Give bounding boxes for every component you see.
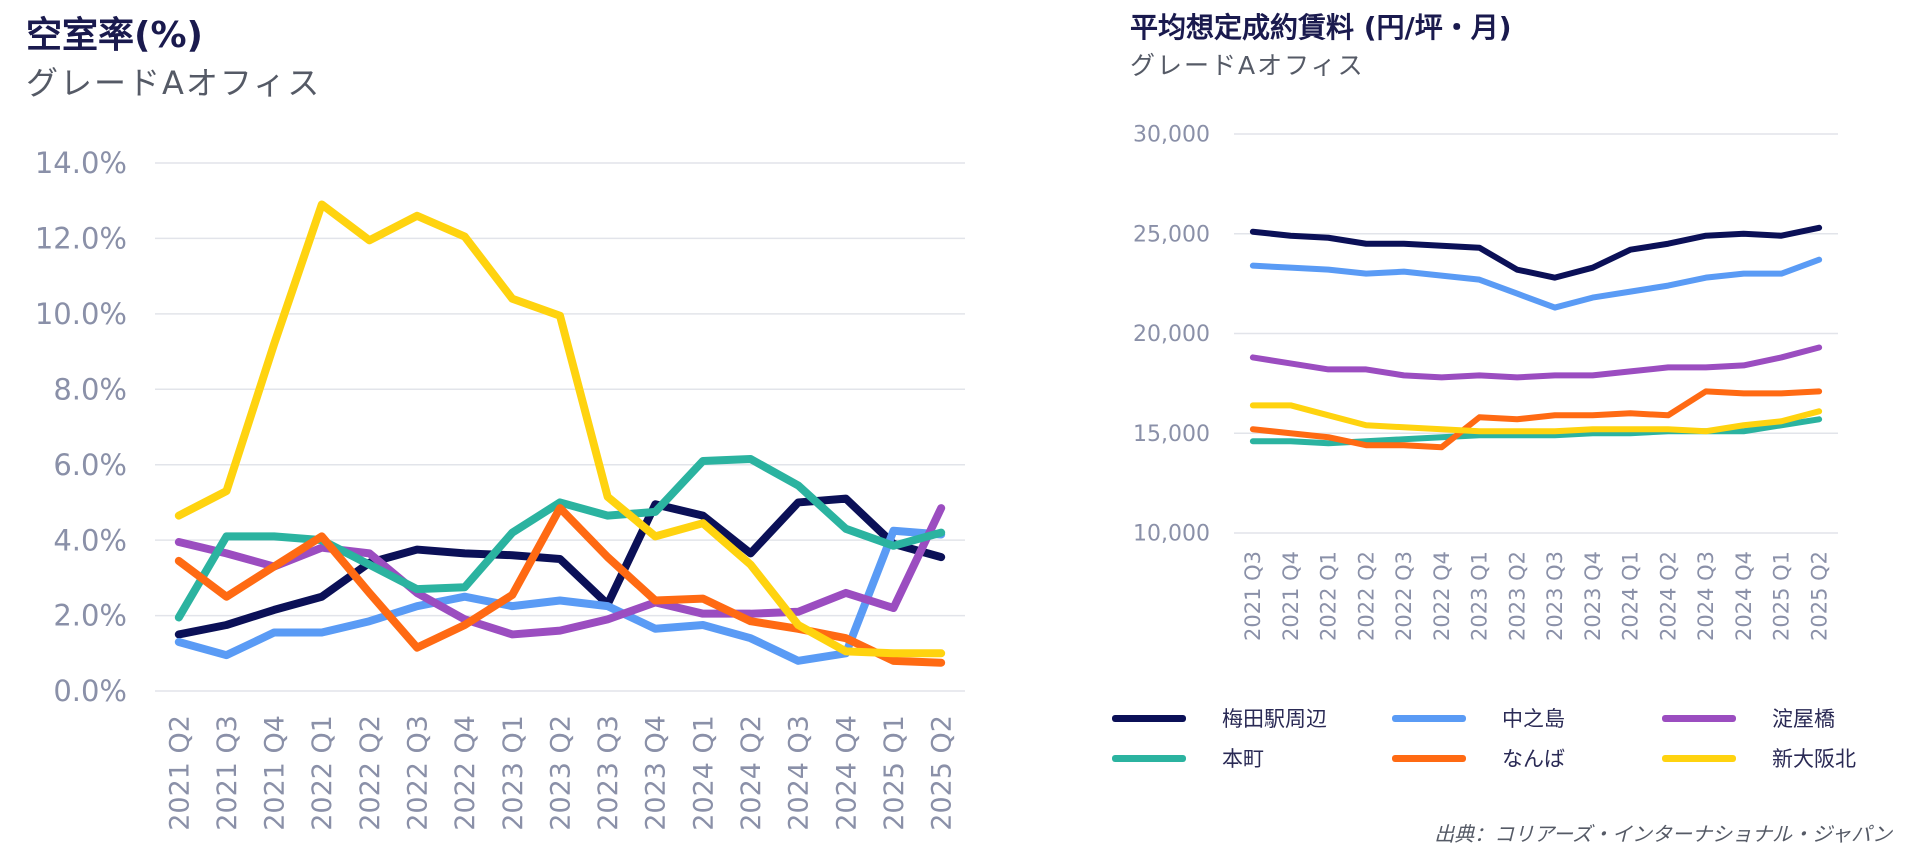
vacancy-y-tick-label: 14.0% (35, 146, 127, 180)
rent-x-tick-label: 2022 Q4 (1430, 551, 1454, 641)
vacancy-chart-subtitle: グレードAオフィス (26, 64, 322, 102)
source-note: 出典：コリアーズ・インターナショナル・ジャパン (1434, 822, 1892, 846)
rent-series-line (1249, 388, 1823, 451)
rent-y-tick-label: 20,000 (1133, 322, 1210, 347)
vacancy-y-tick-label: 10.0% (35, 297, 127, 331)
vacancy-series-line (174, 504, 946, 639)
legend-item: 中之島 (1392, 700, 1565, 736)
vacancy-y-tick-label: 12.0% (35, 222, 127, 256)
vacancy-x-tick-label: 2024 Q1 (688, 715, 719, 831)
vacancy-x-tick-label: 2022 Q2 (355, 715, 386, 831)
legend-label: なんば (1502, 747, 1565, 771)
legend-swatch (1392, 754, 1466, 762)
vacancy-x-tick-label: 2021 Q4 (260, 715, 291, 831)
vacancy-x-tick-label: 2023 Q1 (498, 715, 529, 831)
vacancy-x-tick-label: 2022 Q1 (307, 715, 338, 831)
vacancy-x-tick-label: 2022 Q4 (450, 715, 481, 831)
vacancy-x-tick-label: 2024 Q3 (784, 715, 815, 831)
rent-x-tick-label: 2022 Q3 (1392, 551, 1416, 641)
rent-x-tick-label: 2021 Q4 (1279, 551, 1303, 641)
vacancy-x-tick-label: 2021 Q3 (212, 715, 243, 831)
rent-x-tick-label: 2022 Q1 (1317, 551, 1341, 641)
legend-swatch (1112, 754, 1186, 762)
legend-swatch (1662, 714, 1736, 722)
legend-swatch (1112, 714, 1186, 722)
rent-x-tick-label: 2025 Q1 (1770, 551, 1794, 641)
vacancy-x-tick-label: 2023 Q4 (641, 715, 672, 831)
rent-y-tick-label: 30,000 (1133, 123, 1210, 148)
vacancy-series-line (174, 526, 946, 665)
rent-x-tick-label: 2025 Q2 (1807, 551, 1831, 641)
vacancy-y-tick-label: 4.0% (53, 523, 127, 557)
vacancy-y-tick-label: 2.0% (53, 599, 127, 633)
legend-label: 本町 (1222, 747, 1264, 771)
legend-item: 淀屋橋 (1662, 700, 1835, 736)
rent-y-tick-label: 25,000 (1133, 222, 1210, 247)
vacancy-y-tick-label: 0.0% (53, 674, 127, 708)
rent-x-tick-label: 2022 Q2 (1354, 551, 1378, 641)
vacancy-x-tick-label: 2025 Q2 (927, 715, 958, 831)
vacancy-y-tick-label: 6.0% (53, 448, 127, 482)
rent-chart-subtitle: グレードAオフィス (1130, 51, 1365, 80)
vacancy-chart-title: 空室率(%) (26, 15, 203, 56)
legend-item: 梅田駅周辺 (1112, 700, 1327, 736)
rent-x-tick-label: 2023 Q3 (1543, 551, 1567, 641)
rent-series-line (1249, 344, 1823, 381)
vacancy-x-tick-label: 2023 Q3 (593, 715, 624, 831)
vacancy-y-tick-label: 8.0% (53, 372, 127, 406)
vacancy-x-tick-label: 2024 Q4 (831, 715, 862, 831)
vacancy-series-line (174, 200, 946, 658)
rent-y-tick-label: 10,000 (1133, 522, 1210, 547)
legend-label: 梅田駅周辺 (1222, 707, 1327, 731)
vacancy-series-line (174, 494, 946, 639)
legend-label: 中之島 (1502, 707, 1565, 731)
rent-series-line (1249, 256, 1823, 311)
chart-legend: 梅田駅周辺 中之島 淀屋橋 本町 なんば 新大阪北 (1112, 700, 1892, 790)
rent-x-tick-label: 2021 Q3 (1241, 551, 1265, 641)
rent-series-line (1249, 224, 1823, 281)
vacancy-x-tick-label: 2022 Q3 (403, 715, 434, 831)
rent-chart-title: 平均想定成約賃料 (円/坪・月) (1130, 11, 1512, 44)
rent-x-tick-label: 2023 Q2 (1505, 551, 1529, 641)
legend-swatch (1662, 754, 1736, 762)
legend-item: なんば (1392, 740, 1565, 776)
rent-x-tick-label: 2023 Q4 (1581, 551, 1605, 641)
rent-x-tick-label: 2024 Q1 (1619, 551, 1643, 641)
legend-item: 本町 (1112, 740, 1264, 776)
legend-label: 新大阪北 (1772, 747, 1856, 771)
rent-series-line (1249, 402, 1823, 435)
vacancy-x-tick-label: 2023 Q2 (545, 715, 576, 831)
rent-y-tick-label: 15,000 (1133, 422, 1210, 447)
legend-item: 新大阪北 (1662, 740, 1856, 776)
rent-x-tick-label: 2023 Q1 (1468, 551, 1492, 641)
rent-x-tick-label: 2024 Q3 (1694, 551, 1718, 641)
legend-swatch (1392, 714, 1466, 722)
vacancy-x-tick-label: 2024 Q2 (736, 715, 767, 831)
legend-label: 淀屋橋 (1772, 707, 1835, 731)
rent-x-tick-label: 2024 Q4 (1732, 551, 1756, 641)
rent-x-tick-label: 2024 Q2 (1656, 551, 1680, 641)
vacancy-x-tick-label: 2021 Q2 (164, 715, 195, 831)
vacancy-x-tick-label: 2025 Q1 (879, 715, 910, 831)
vacancy-series-line (174, 455, 946, 622)
